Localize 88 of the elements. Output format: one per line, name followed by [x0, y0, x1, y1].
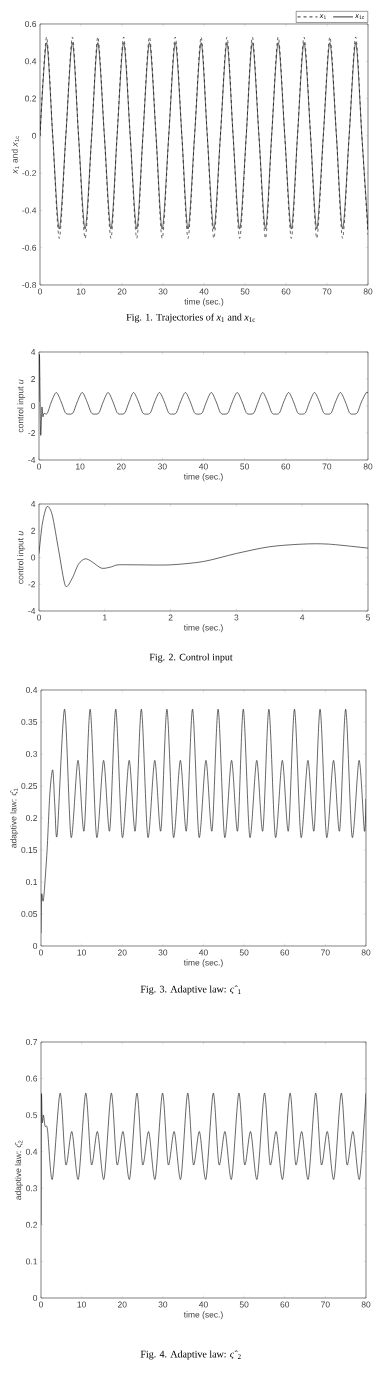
x-tick-label: 30 — [157, 463, 167, 470]
text: Fig. 1. Trajectories of x$_{1}$ and x$_{1c}$ — [126, 313, 256, 323]
y-tick-label: -2 — [28, 430, 36, 436]
x-tick-label: 5 — [365, 614, 371, 621]
x-tick-label: 80 — [363, 288, 373, 295]
y-tick-label: 0.4 — [26, 687, 38, 693]
y-tick-label: 0.4 — [26, 1148, 38, 1155]
x-tick-label: 70 — [322, 463, 332, 470]
x-tick-label: 2 — [168, 614, 173, 621]
y-tick-label: 0.35 — [21, 719, 38, 725]
x-tick-label: 70 — [322, 288, 332, 295]
x-tick-label: 4 — [300, 614, 305, 621]
y-tick-label: -0.2 — [22, 170, 37, 177]
x-tick-label: 60 — [280, 1301, 290, 1308]
y-tick-label: 0.15 — [21, 847, 38, 853]
y-tick-label: -2 — [28, 581, 36, 588]
x-tick-label: 40 — [198, 949, 208, 956]
text: Fig. 4. Adaptive law: ς̂$_{2}$ — [140, 1350, 241, 1360]
y-tick-label: 4 — [30, 501, 36, 507]
y-axis-title: control input u — [17, 531, 26, 584]
x-tick-label: 80 — [361, 1301, 371, 1308]
x-tick-label: 40 — [198, 1301, 208, 1308]
x-tick-label: 70 — [321, 1301, 330, 1308]
x-tick-label: 20 — [116, 463, 126, 470]
y-tick-label: 0.2 — [26, 1221, 38, 1228]
y-tick-label: 0.4 — [25, 58, 37, 65]
x-tick-label: 10 — [77, 1301, 86, 1308]
x-tick-label: 10 — [76, 288, 86, 295]
x-tick-label: 30 — [158, 949, 168, 956]
y-tick-label: 2 — [31, 376, 36, 382]
x-tick-label: 40 — [199, 288, 209, 295]
x-tick-label: 10 — [76, 463, 85, 470]
y-tick-label: 0.5 — [26, 1112, 38, 1119]
x-tick-label: 70 — [321, 949, 330, 956]
y-tick-label: 0 — [31, 403, 36, 409]
x-tick-label: 0 — [38, 949, 44, 956]
y-tick-label: -0.8 — [22, 281, 37, 288]
y-tick-label: 0 — [33, 1295, 38, 1301]
x-tick-label: 60 — [281, 463, 291, 470]
x-axis-title: time (sec.) — [183, 959, 223, 968]
y-tick-label: 0.7 — [26, 1039, 38, 1045]
y-tick-label: 0.2 — [26, 815, 38, 821]
x-axis-title: time (sec.) — [184, 298, 224, 307]
y-tick-label: -0.4 — [22, 207, 37, 214]
y-tick-label: 0 — [32, 132, 37, 139]
y-tick-label: -0.6 — [22, 244, 37, 251]
x-axis-title: time (sec.) — [183, 473, 223, 482]
x-tick-label: 50 — [240, 288, 250, 295]
y-tick-label: -4 — [28, 457, 36, 463]
text: Fig. 3. Adaptive law: ς̂$_{1}$ — [140, 985, 241, 995]
y-axis-title: adaptive law: ς̂$_{1}$ — [10, 788, 19, 848]
x-axis-title: time (sec.) — [183, 624, 223, 633]
y-tick-label: 0.6 — [25, 20, 37, 27]
x-tick-label: 30 — [158, 288, 168, 295]
x-tick-label: 80 — [361, 949, 371, 956]
y-tick-label: 0 — [33, 943, 38, 949]
y-tick-label: 2 — [31, 527, 36, 534]
text: Fig. 2. Control input — [149, 653, 233, 663]
x-tick-label: 80 — [363, 463, 373, 470]
y-tick-label: 4 — [30, 349, 36, 355]
x-tick-label: 50 — [239, 949, 249, 956]
x-axis-title: time (sec.) — [183, 1311, 223, 1320]
x-tick-label: 30 — [158, 1301, 168, 1308]
x-tick-label: 60 — [280, 949, 290, 956]
x-tick-label: 10 — [77, 949, 86, 956]
y-tick-label: 0.05 — [21, 911, 38, 917]
x-tick-label: 20 — [117, 288, 127, 295]
y-tick-label: 0.6 — [26, 1075, 38, 1082]
y-tick-label: 0 — [31, 554, 36, 561]
y-tick-label: 0.2 — [25, 95, 37, 102]
x-tick-label: 0 — [38, 1301, 44, 1308]
x-tick-label: 20 — [117, 1301, 127, 1308]
y-tick-label: -4 — [28, 608, 36, 614]
x-tick-label: 50 — [240, 463, 249, 470]
y-tick-label: 0.1 — [26, 1258, 38, 1265]
x-tick-label: 20 — [117, 949, 127, 956]
y-tick-label: 0.3 — [26, 751, 38, 757]
x-tick-label: 40 — [198, 463, 208, 470]
y-tick-label: 0.1 — [26, 879, 38, 885]
y-axis-title: x$_{1}$ and x$_{1c}$ — [11, 135, 20, 174]
y-tick-label: 0.3 — [26, 1185, 38, 1192]
x-tick-label: 60 — [281, 288, 291, 295]
y-axis-title: adaptive law: ς̂$_{2}$ — [14, 1140, 23, 1200]
x-tick-label: 50 — [239, 1301, 249, 1308]
y-axis-title: control input u — [17, 379, 26, 433]
x-tick-label: 3 — [234, 614, 239, 621]
y-tick-label: 0.25 — [21, 783, 38, 789]
x-tick-label: 1 — [103, 614, 107, 621]
